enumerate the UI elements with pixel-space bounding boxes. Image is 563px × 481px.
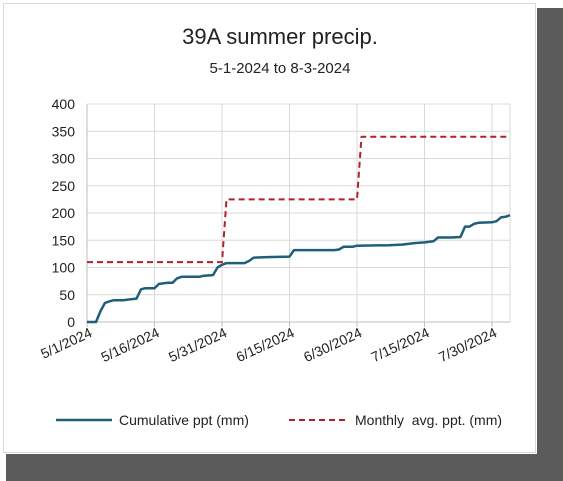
series-line-cumulative (87, 214, 511, 324)
x-tick-label: 6/30/2024 (301, 324, 364, 365)
y-tick-label: 400 (52, 96, 76, 112)
series-lines (87, 135, 511, 324)
y-tick-labels: 0 50 100 150 200 250 300 350 400 (52, 96, 76, 330)
x-tick-label: 5/16/2024 (99, 324, 162, 365)
legend-label-monthly-avg: Monthly avg. ppt. (mm) (355, 412, 502, 428)
legend-label-cumulative: Cumulative ppt (mm) (119, 412, 249, 428)
y-tick-label: 200 (52, 205, 76, 221)
legend: Cumulative ppt (mm) Monthly avg. ppt. (m… (56, 412, 502, 428)
y-tick-label: 150 (52, 232, 76, 248)
y-tick-label: 300 (52, 151, 76, 167)
series-line-monthly-avg (87, 135, 510, 264)
chart-title: 39A summer precip. (182, 24, 378, 49)
chart-card (3, 3, 536, 453)
chart-subtitle: 5-1-2024 to 8-3-2024 (210, 60, 351, 77)
y-tick-label: 350 (52, 123, 76, 139)
y-tick-label: 250 (52, 178, 76, 194)
frame-shadow-right (537, 8, 563, 481)
grid (87, 103, 511, 322)
x-tick-label: 7/15/2024 (369, 324, 432, 365)
y-tick-label: 100 (52, 260, 76, 276)
axes (86, 104, 510, 327)
frame-shadow-bottom (6, 454, 563, 481)
x-tick-label: 6/15/2024 (234, 324, 297, 365)
x-tick-labels: 5/1/2024 5/16/2024 5/31/2024 6/15/2024 6/30/… (38, 324, 499, 365)
x-tick-label: 7/30/2024 (436, 324, 499, 365)
y-tick-label: 50 (59, 287, 75, 303)
x-tick-label: 5/31/2024 (166, 324, 229, 365)
y-tick-label: 0 (67, 314, 75, 330)
